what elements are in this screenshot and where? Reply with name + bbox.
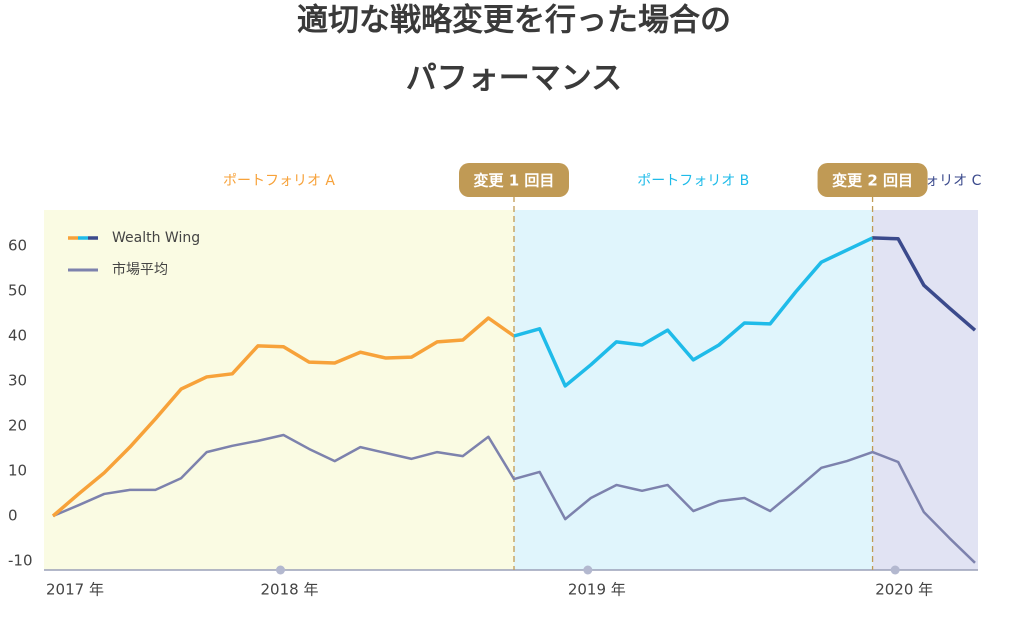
x-tick-dot bbox=[890, 565, 900, 575]
chart-title: 適切な戦略変更を行った場合の bbox=[297, 3, 731, 39]
series-line bbox=[52, 433, 976, 564]
change-badge bbox=[817, 163, 928, 197]
change-badge bbox=[459, 163, 569, 197]
y-tick-label: 0 bbox=[8, 507, 18, 525]
region bbox=[872, 210, 978, 570]
y-tick-label: 60 bbox=[8, 237, 27, 255]
series-line bbox=[872, 236, 977, 332]
change-label: 変更 1 回目 bbox=[474, 172, 555, 190]
y-tick-label: 50 bbox=[8, 282, 27, 300]
region-label: ポートフォリオ A bbox=[223, 173, 335, 189]
x-tick-label: 2019 年 bbox=[568, 581, 626, 599]
y-tick-label: 10 bbox=[8, 462, 27, 480]
y-tick-label: 20 bbox=[8, 417, 27, 435]
chart-title: パフォーマンス bbox=[406, 61, 622, 97]
change-label: 変更 2 回目 bbox=[832, 172, 913, 190]
x-tick-dot bbox=[276, 565, 285, 575]
x-tick-label: 2020 年 bbox=[875, 581, 933, 599]
legend-label: Wealth Wing bbox=[112, 230, 200, 246]
region-label: ポートフォリオ B bbox=[637, 173, 749, 189]
series-line bbox=[513, 236, 874, 388]
series-line bbox=[51, 316, 516, 518]
y-tick-label: -10 bbox=[8, 552, 33, 570]
y-tick-label: 40 bbox=[8, 327, 27, 345]
x-tick-label: 2017 年 bbox=[46, 581, 104, 599]
legend-label: 市場平均 bbox=[112, 261, 168, 278]
x-tick-label: 2018 年 bbox=[261, 581, 319, 599]
x-tick-dot bbox=[583, 565, 593, 575]
y-tick-label: 30 bbox=[8, 372, 27, 390]
region bbox=[44, 210, 514, 570]
